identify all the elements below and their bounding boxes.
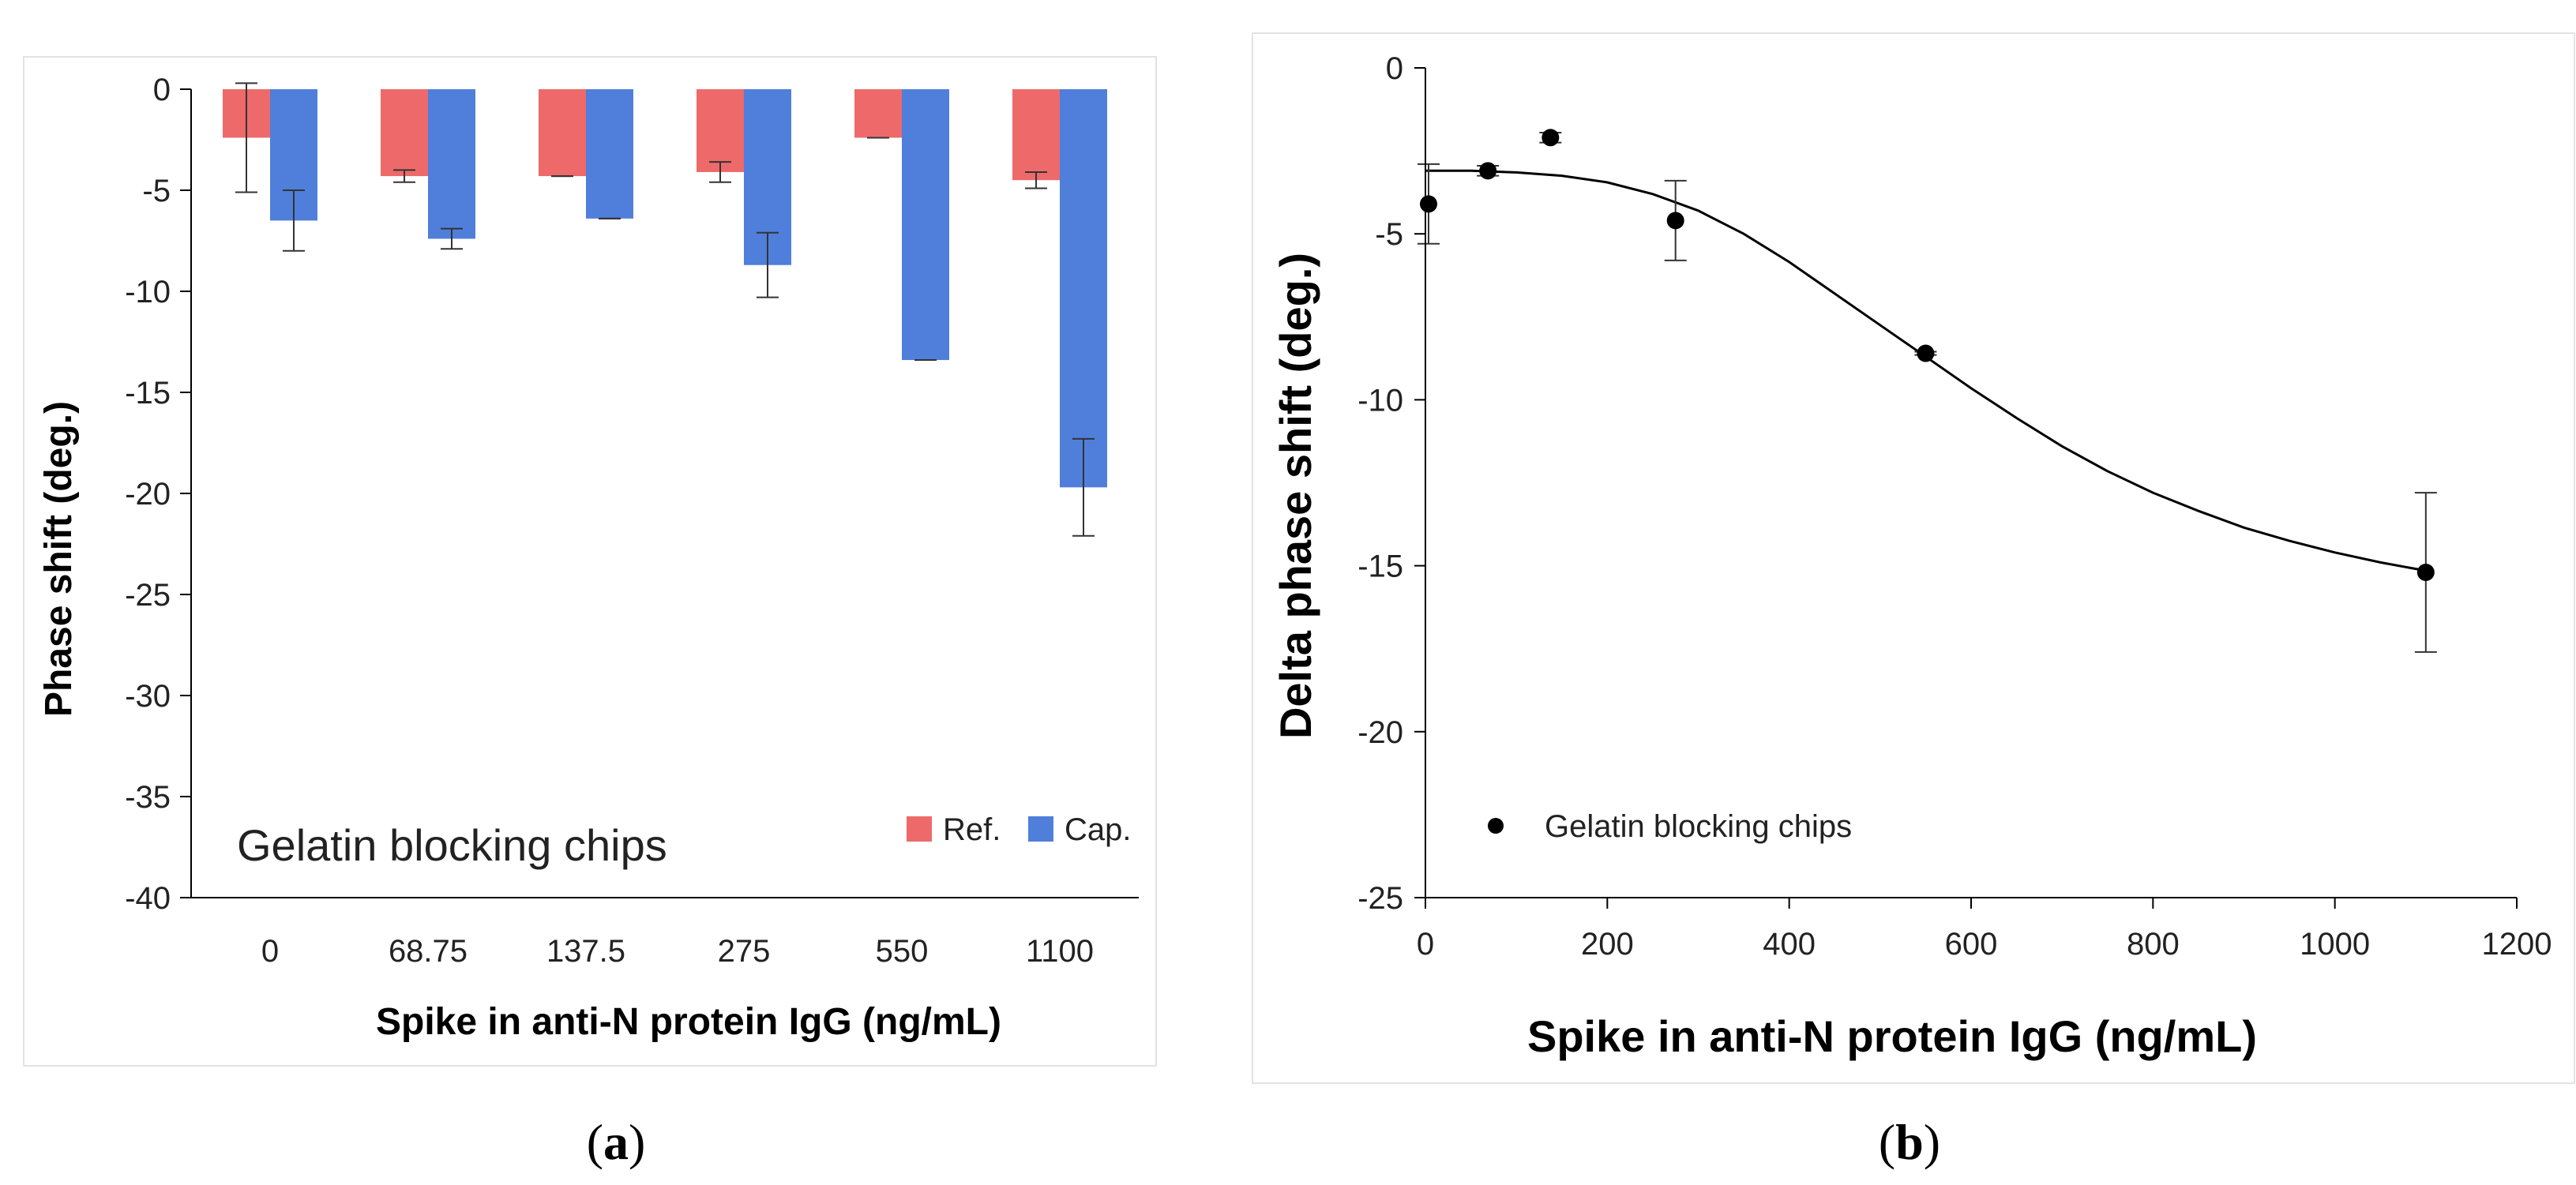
data-point (1479, 162, 1497, 180)
legend-label-ref: Ref. (943, 812, 1001, 847)
panel-a-legend: Ref. Cap. (907, 812, 1132, 847)
bar-ref (381, 89, 428, 177)
y-tick-label: -30 (125, 679, 171, 714)
panel-a-error-bars (235, 82, 1095, 537)
x-tick-label: 0 (1417, 927, 1434, 962)
x-tick-label: 1100 (1026, 934, 1094, 969)
y-tick-label: 0 (153, 73, 171, 107)
y-tick-label: -5 (1375, 217, 1403, 252)
error-bar-ref (235, 82, 257, 193)
x-tick-label: 1000 (2300, 927, 2370, 962)
bar-ref (697, 89, 744, 172)
panel-b-error-bars (1418, 131, 2437, 653)
panel-a-y-axis-title: Phase shift (deg.) (38, 401, 80, 717)
panel-b-points (1420, 129, 2435, 582)
bar-cap (586, 89, 633, 219)
y-tick-label: -25 (125, 578, 171, 613)
bar-ref (1012, 89, 1060, 181)
panel-b-caption: (b) (1879, 1114, 1940, 1170)
data-point (2416, 564, 2435, 582)
legend-swatch-cap (1028, 816, 1053, 842)
error-bar-cap (1072, 437, 1095, 537)
error-bar-cap (757, 231, 779, 298)
y-tick-label: -20 (1357, 715, 1403, 750)
error-bar-ref (393, 169, 415, 183)
panel-a-caption: (a) (587, 1114, 646, 1170)
y-tick-label: -15 (125, 376, 171, 411)
panel-b-fit-curve (1425, 169, 2427, 572)
data-point (1420, 195, 1437, 213)
data-point (1666, 212, 1684, 230)
y-tick-label: -20 (125, 477, 171, 512)
x-tick-label: 200 (1581, 927, 1634, 962)
error-bar-cap (283, 189, 305, 252)
data-point (1917, 344, 1935, 362)
bar-cap (428, 89, 475, 239)
panel-a-x-axis-title: Spike in anti-N protein IgG (ng/mL) (376, 1001, 1001, 1043)
panel-a-y-ticks: 0 -5 -10 -15 -20 -25 -30 -35 -40 (125, 73, 191, 916)
y-tick-label: -5 (142, 174, 171, 208)
y-tick-label: -10 (125, 275, 171, 309)
error-bar-ref (1025, 171, 1047, 189)
y-tick-label: 0 (1386, 51, 1403, 86)
y-tick-label: -40 (125, 881, 171, 916)
y-tick-label: -15 (1357, 549, 1403, 584)
legend-swatch-ref (907, 816, 932, 842)
panel-a-caption-letter: a (603, 1114, 629, 1170)
x-tick-label: 550 (876, 934, 929, 969)
x-tick-label: 275 (718, 934, 771, 969)
panel-a-x-ticks: 0 68.75 137.5 275 550 1100 (261, 934, 1094, 969)
x-tick-label: 1200 (2482, 927, 2552, 962)
panel-a-bar-chart: 0 -5 -10 -15 -20 -25 -30 -35 -40 0 68.75 137.5 275 5… (23, 56, 1157, 1170)
data-point (1541, 129, 1560, 147)
x-tick-label: 68.75 (389, 934, 468, 969)
x-tick-label: 137.5 (546, 934, 625, 969)
legend-label-gelatin: Gelatin blocking chips (1545, 809, 1852, 844)
panel-b-y-axis-title: Delta phase shift (deg.) (1271, 253, 1320, 739)
y-tick-label: -10 (1357, 383, 1403, 418)
x-tick-label: 400 (1763, 927, 1816, 962)
legend-label-cap: Cap. (1065, 812, 1132, 847)
y-tick-label: -35 (125, 780, 171, 815)
panel-a-bars (223, 89, 1107, 488)
x-tick-label: 600 (1945, 927, 1998, 962)
legend-marker-gelatin (1488, 818, 1504, 834)
bar-cap (902, 89, 949, 361)
y-tick-label: -25 (1357, 881, 1403, 916)
x-tick-label: 0 (261, 934, 279, 969)
bar-ref (854, 89, 902, 138)
bar-cap (1060, 89, 1107, 488)
panel-b-legend: Gelatin blocking chips (1488, 809, 1852, 844)
panel-a-frame (23, 56, 1157, 1067)
panel-b-scatter-chart: 0 -5 -10 -15 -20 -25 0 200 400 600 800 1000 1200 De… (1252, 32, 2575, 1170)
panel-a-annotation: Gelatin blocking chips (237, 820, 667, 870)
x-tick-label: 800 (2127, 927, 2180, 962)
error-bar-cap (441, 227, 463, 250)
panel-b-x-axis-title: Spike in anti-N protein IgG (ng/mL) (1527, 1011, 2257, 1061)
panel-b-frame (1252, 32, 2575, 1084)
panel-b-caption-letter: b (1895, 1114, 1924, 1170)
panel-b-y-ticks: 0 -5 -10 -15 -20 -25 (1357, 51, 1425, 916)
error-bar-ref (709, 161, 731, 183)
bar-ref (539, 89, 586, 177)
panel-b-x-ticks: 0 200 400 600 800 1000 1200 (1417, 898, 2552, 962)
